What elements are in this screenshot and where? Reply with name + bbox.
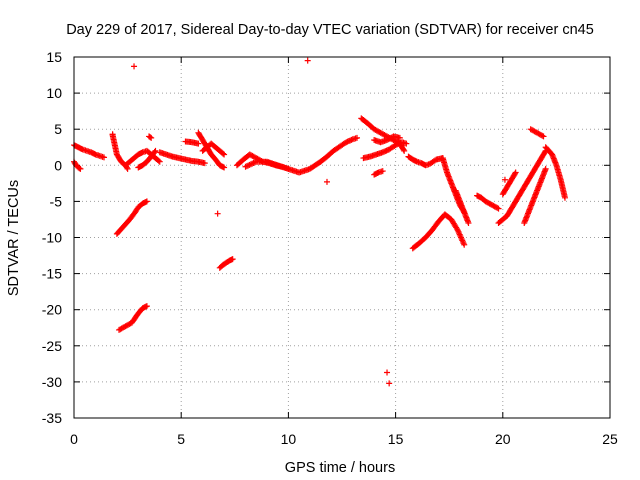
point-marker [511,170,518,177]
data-point [77,165,84,172]
data-arc [542,144,568,201]
x-tick-label: 25 [602,431,618,447]
point-marker [76,165,83,172]
y-tick-label: 5 [54,121,62,137]
data-point [540,133,547,140]
point-marker [147,134,154,141]
data-point [143,198,150,205]
data-point [143,303,150,310]
data-arc [474,192,502,212]
data-point [354,134,361,141]
data-arc [116,303,150,333]
data-arc [452,187,472,227]
point-marker [249,160,256,167]
data-arc [527,126,547,140]
data-arc [409,211,468,252]
point-marker [400,146,407,153]
data-arc [113,198,150,237]
y-tick-label: 0 [54,157,62,173]
data-point [131,63,138,70]
y-tick-label: 15 [46,49,62,65]
data-point [148,134,155,141]
data-arc [371,168,386,178]
data-point [401,147,408,154]
data-point [221,164,228,171]
y-tick-label: -25 [42,338,62,354]
data-point [242,163,249,170]
data-point [561,194,568,201]
data-arc [521,165,549,227]
data-point [101,154,108,161]
point-marker [250,159,257,166]
x-tick-label: 20 [495,431,511,447]
point-marker [151,149,158,156]
data-point [495,205,502,212]
data-point [124,165,131,172]
data-point [465,220,472,227]
data-point [152,147,159,154]
data-point [384,369,391,376]
data-arc [146,133,155,141]
data-arc [371,133,403,146]
data-point [512,169,519,176]
data-arc [182,138,202,147]
data-point [323,178,330,185]
y-tick-label: -35 [42,410,62,426]
tick-labels: 0 5 10 15 20 25 15 10 5 0 -5 -10 -15 -20 -25 -30 -35 [42,49,618,447]
data-arc [317,134,361,165]
data-arc [216,256,236,271]
data-arc [360,139,410,162]
data-arc [199,140,228,158]
point-marker [245,162,252,169]
data-point [304,57,311,64]
data-point [501,176,508,183]
y-tick-label: -10 [42,230,62,246]
data-points [71,57,568,387]
data-point [396,134,403,141]
point-marker [494,204,501,211]
y-axis-label: SDTVAR / TECUs [6,180,22,296]
data-point [214,210,221,217]
data-point [403,140,410,147]
y-tick-label: 10 [46,85,62,101]
data-arc [242,158,324,176]
x-tick-label: 5 [177,431,185,447]
data-point [195,140,202,147]
chart-title: Day 229 of 2017, Sidereal Day-to-day VTE… [66,22,594,38]
isolated-points [109,57,508,387]
y-tick-label: -5 [50,193,63,209]
y-tick-label: -15 [42,266,62,282]
x-tick-label: 15 [388,431,404,447]
y-tick-label: -30 [42,374,62,390]
x-tick-label: 0 [70,431,78,447]
point-marker [247,161,254,168]
data-arc [405,153,446,169]
point-marker [155,157,162,164]
x-axis-label: GPS time / hours [285,460,395,476]
grid-lines [74,57,610,418]
data-point [379,168,386,175]
data-arc [499,169,519,198]
point-marker [251,159,258,166]
point-marker [539,132,546,139]
data-point [461,241,468,248]
data-point [229,256,236,263]
plot-area-frame [73,56,611,419]
point-marker [246,161,253,168]
data-point [221,151,228,158]
x-tick-label: 10 [281,431,297,447]
data-point [109,131,116,138]
data-arc [156,149,208,167]
data-point [542,165,549,172]
data-arc [135,147,159,171]
data-point [386,380,393,387]
data-point [156,158,163,165]
data-point [201,160,208,167]
y-tick-label: -20 [42,302,62,318]
point-marker [220,150,227,157]
point-marker [243,163,250,170]
